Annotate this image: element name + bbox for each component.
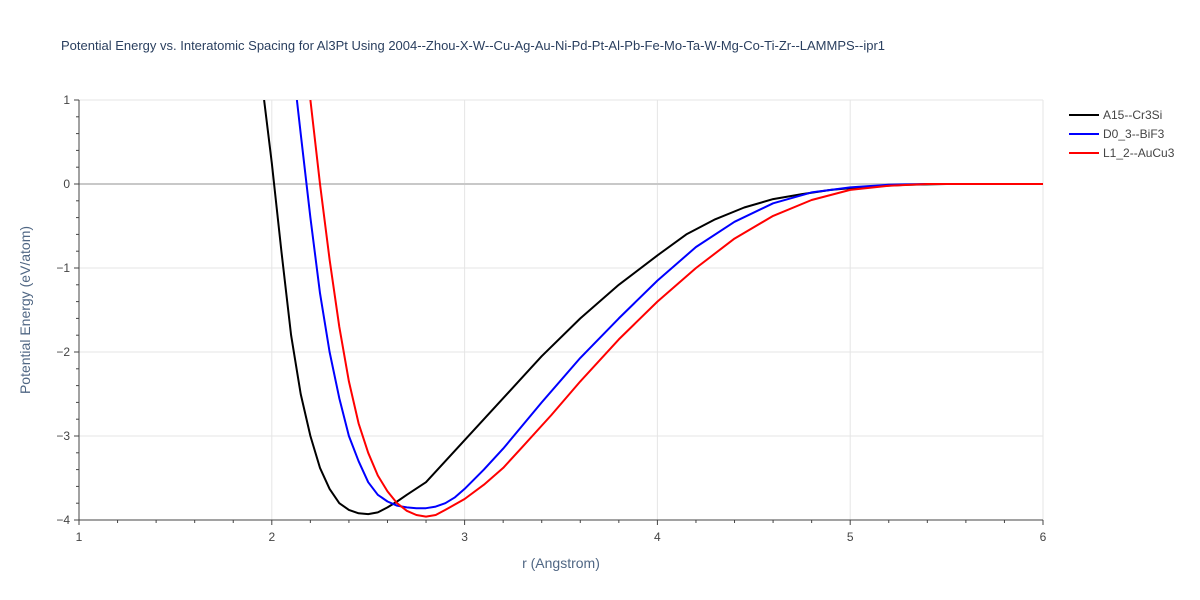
y-tick-label: −3: [56, 429, 70, 443]
legend[interactable]: A15--Cr3Si D0_3--BiF3 L1_2--AuCu3: [1069, 108, 1175, 160]
x-tick-label: 1: [76, 530, 83, 544]
x-tick-label: 6: [1040, 530, 1047, 544]
series-line-2: [309, 100, 1043, 518]
x-axis-title: r (Angstrom): [522, 555, 600, 571]
x-tick-label: 3: [461, 530, 468, 544]
y-tick-label: −1: [56, 261, 70, 275]
y-tick-label: −4: [56, 513, 70, 527]
series-line-0: [263, 100, 1043, 516]
y-axis-title: Potential Energy (eV/atom): [17, 226, 33, 394]
legend-label: A15--Cr3Si: [1103, 108, 1162, 122]
legend-label: L1_2--AuCu3: [1103, 146, 1175, 160]
plot-area: [263, 100, 1043, 518]
y-tick-label: −2: [56, 345, 70, 359]
x-tick-label: 5: [847, 530, 854, 544]
series-line-1: [295, 100, 1043, 510]
legend-item-1[interactable]: D0_3--BiF3: [1069, 127, 1165, 141]
x-axis: 1 2 3 4 5 6: [76, 519, 1047, 544]
legend-item-0[interactable]: A15--Cr3Si: [1069, 108, 1162, 122]
x-tick-label: 2: [268, 530, 275, 544]
y-axis: −4 −3 −2 −1 0 1: [56, 93, 80, 527]
chart-title: Potential Energy vs. Interatomic Spacing…: [61, 38, 885, 53]
y-tick-label: 1: [63, 93, 70, 107]
y-tick-label: 0: [63, 177, 70, 191]
legend-label: D0_3--BiF3: [1103, 127, 1165, 141]
legend-item-2[interactable]: L1_2--AuCu3: [1069, 146, 1175, 160]
x-tick-label: 4: [654, 530, 661, 544]
grid: [78, 99, 1044, 521]
